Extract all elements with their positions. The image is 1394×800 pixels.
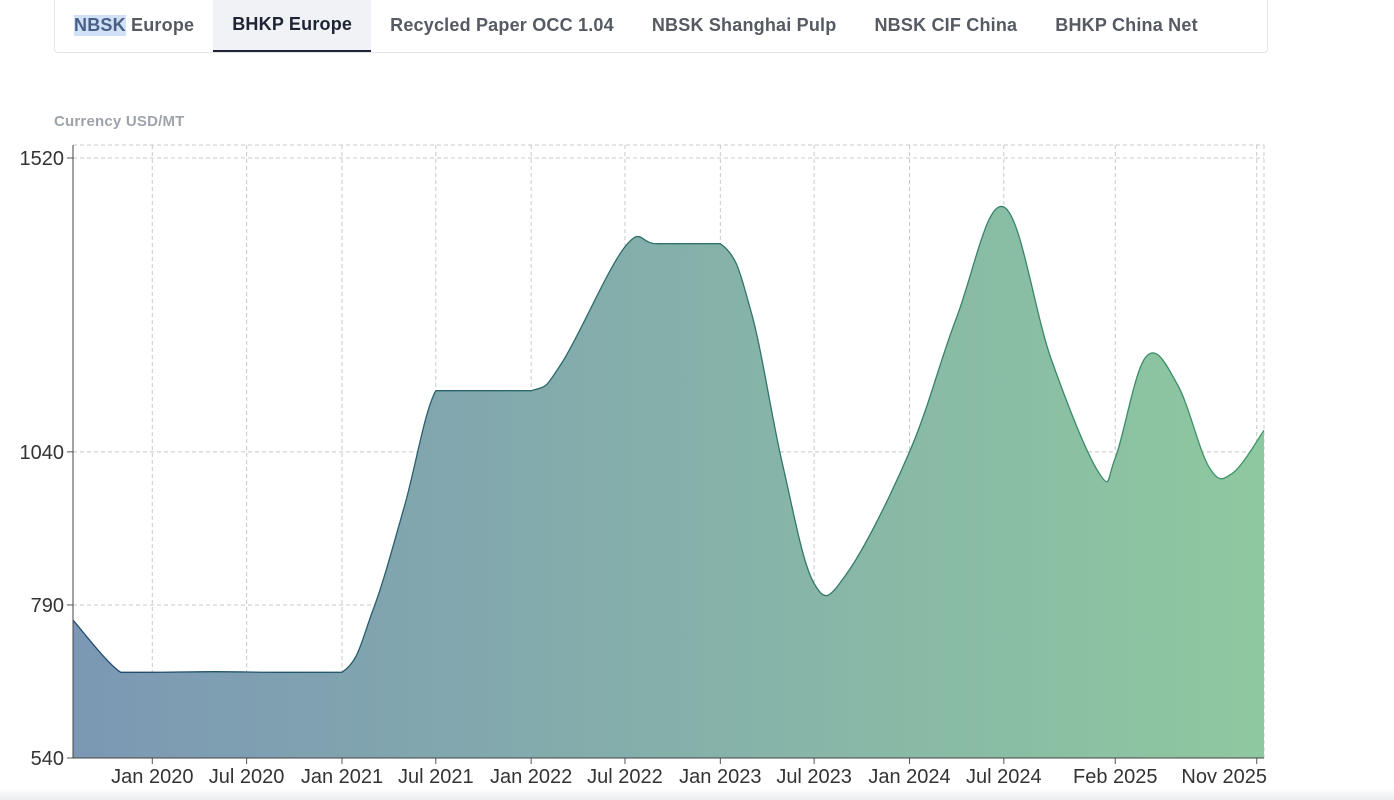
x-tick-label: Jan 2024 xyxy=(868,766,950,788)
x-tick-label: Feb 2025 xyxy=(1073,766,1158,788)
x-tick-label: Jul 2022 xyxy=(587,766,663,788)
x-tick-label: Jan 2022 xyxy=(490,766,572,788)
tab-bhkp-europe[interactable]: BHKP Europe xyxy=(213,0,372,52)
tab-recycled-paper-occ[interactable]: Recycled Paper OCC 1.04 xyxy=(390,14,614,35)
area-layer xyxy=(72,206,1265,759)
tab-nbsk-cif-china[interactable]: NBSK CIF China xyxy=(874,14,1018,35)
axis-layer: 540 790 1040 1520 Jan 2020 Jul 2020 Jan 2021 Ju… xyxy=(20,145,1267,788)
series-line xyxy=(72,206,1265,673)
tab-nbsk-shanghai-pulp[interactable]: NBSK Shanghai Pulp xyxy=(651,14,837,35)
x-tick-label: Jul 2024 xyxy=(966,766,1042,788)
y-tick-label: 790 xyxy=(31,595,64,617)
x-tick-label: Jul 2023 xyxy=(776,766,852,788)
commodity-tab-bar: NBSK Europe BHKP Europe Recycled Paper O… xyxy=(54,0,1268,53)
x-tick-label: Jan 2021 xyxy=(301,766,383,788)
bottom-shade xyxy=(0,788,1394,800)
y-tick-label: 1040 xyxy=(20,442,65,464)
x-tick-label: Jan 2023 xyxy=(679,766,761,788)
tab-nbsk-europe-highlight: NBSK xyxy=(74,14,126,36)
tab-nbsk-europe-label: Europe xyxy=(125,14,195,35)
x-tick-label: Nov 2025 xyxy=(1181,766,1267,788)
currency-label: Currency USD/MT xyxy=(54,113,185,130)
tab-bhkp-china-net[interactable]: BHKP China Net xyxy=(1055,14,1198,35)
x-tick-label: Jul 2021 xyxy=(398,766,474,788)
x-tick-label: Jul 2020 xyxy=(209,766,285,788)
y-tick-label: 1520 xyxy=(20,148,65,170)
x-tick-label: Jan 2020 xyxy=(111,766,193,788)
tab-nbsk-europe[interactable]: NBSK Europe xyxy=(55,0,213,52)
series-area xyxy=(73,206,1264,759)
y-tick-label: 540 xyxy=(31,748,64,770)
